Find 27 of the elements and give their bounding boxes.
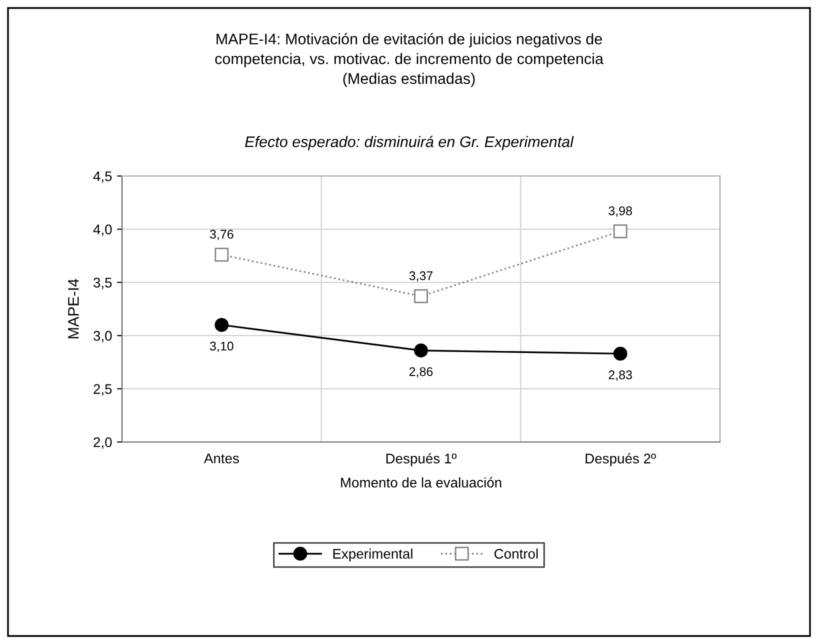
data-label: 2,83 xyxy=(608,370,632,381)
y-tick-label: 4,0 xyxy=(93,224,112,236)
point xyxy=(613,224,628,238)
y-tick-label: 3,5 xyxy=(94,278,112,290)
y-tick-label: 2,0 xyxy=(94,437,112,449)
y-tick-label: 4,5 xyxy=(93,171,112,183)
point xyxy=(214,248,229,262)
y-tick-label: 3,0 xyxy=(94,330,112,342)
point xyxy=(613,346,628,361)
legend-label: Experimental xyxy=(333,548,412,562)
data-label: 3,37 xyxy=(409,271,433,282)
x-tick-label: Antes xyxy=(204,454,239,464)
y-tick-label: 2,5 xyxy=(94,384,112,396)
point xyxy=(414,289,428,304)
chart-title: MAPE-I4: Motivación de evitación de juicios negativos de competencia, vs. motivac. de incremento de competencia (Medias estimadas) xyxy=(215,33,604,87)
x-axis-title: Momento de la evaluación xyxy=(341,477,502,488)
x-tick-label: Después 1º xyxy=(386,453,457,466)
data-label: 3,10 xyxy=(210,342,234,352)
data-label: 2,86 xyxy=(409,367,433,378)
legend-label: Control xyxy=(494,548,538,559)
y-axis-title: MAPE-I4 xyxy=(68,278,79,338)
x-tick-label: Después 2º xyxy=(586,453,656,466)
point xyxy=(414,344,428,358)
data-label: 3,76 xyxy=(210,230,234,240)
chart-subtitle: Efecto esperado: disminuirá en Gr. Experimental xyxy=(245,136,574,150)
point xyxy=(214,318,229,332)
data-label: 3,98 xyxy=(608,206,632,217)
